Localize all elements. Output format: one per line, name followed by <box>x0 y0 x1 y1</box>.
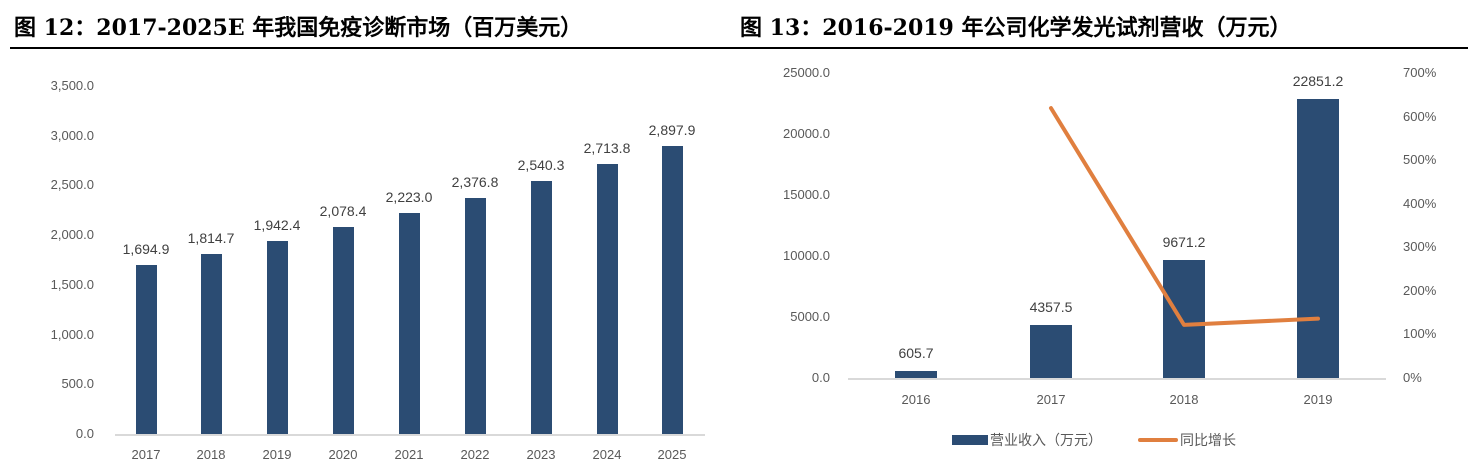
right-y-axis-tick-label: 400% <box>1403 195 1437 211</box>
legend-bar-swatch <box>952 435 988 445</box>
y-axis-tick-label: 2,500.0 <box>50 177 94 193</box>
right-y-axis-tick-label: 0% <box>1403 370 1422 385</box>
x-axis-tick-label: 2020 <box>328 447 358 462</box>
y-axis-tick-label: 3,000.0 <box>50 127 94 143</box>
bar-2017 <box>1030 324 1072 378</box>
chart-title-right: 图 13：2016-2019 年公司化学发光试剂营收（万元） <box>740 15 1292 41</box>
chart-title-left: 图 12：2017-2025E 年我国免疫诊断市场（百万美元） <box>14 15 583 41</box>
left-y-axis-tick-label: 0.0 <box>811 370 830 385</box>
x-axis-tick-label: 2021 <box>394 447 424 462</box>
right-y-axis-tick-label: 500% <box>1403 152 1437 168</box>
data-label: 22851.2 <box>1292 73 1344 90</box>
x-axis-tick-label: 2018 <box>1169 392 1199 407</box>
left-y-axis-tick-label: 25000.0 <box>783 65 830 80</box>
yoy-growth-polyline <box>1049 106 1320 327</box>
data-label: 2,897.9 <box>648 121 696 138</box>
y-axis-tick-label: 2,000.0 <box>50 227 94 243</box>
right-y-axis-tick-label: 100% <box>1403 326 1437 342</box>
x-axis-tick-label: 2022 <box>460 447 490 462</box>
bar-2020 <box>333 227 354 434</box>
bar-2016 <box>895 370 937 378</box>
y-axis-tick-label: 1,500.0 <box>50 276 94 292</box>
x-axis-line <box>848 378 1386 380</box>
right-y-axis-tick-label: 200% <box>1403 282 1437 298</box>
chart-legend: 营业收入（万元） 同比增长 <box>952 430 1236 450</box>
bar-2018 <box>201 253 222 434</box>
right-y-axis-tick-label: 300% <box>1403 239 1437 255</box>
right-y-axis-tick-label: 700% <box>1403 65 1437 80</box>
left-y-axis-tick-label: 10000.0 <box>783 248 830 263</box>
bar-2025 <box>662 145 683 434</box>
legend-revenue-label: 营业收入（万元） <box>990 433 1102 449</box>
y-axis-tick-label: 0.0 <box>75 426 94 441</box>
bar-2017 <box>136 265 157 434</box>
x-axis-tick-label: 2018 <box>196 447 226 462</box>
y-axis-tick-label: 3,500.0 <box>50 78 94 93</box>
data-label: 605.7 <box>898 344 934 361</box>
y-axis-tick-label: 500.0 <box>61 376 94 392</box>
bar-2019 <box>1297 99 1339 378</box>
x-axis-line <box>115 434 705 436</box>
data-label: 1,814.7 <box>187 229 235 246</box>
left-y-axis-tick-label: 5000.0 <box>790 309 830 324</box>
right-y-axis-tick-label: 600% <box>1403 108 1437 124</box>
data-label: 2,078.4 <box>319 203 367 220</box>
x-axis-tick-label: 2017 <box>131 447 161 462</box>
y-axis-tick-label: 1,000.0 <box>50 326 94 342</box>
x-axis-tick-label: 2025 <box>657 447 687 462</box>
title-underline <box>10 47 1468 49</box>
legend-growth-label: 同比增长 <box>1180 433 1236 449</box>
bar-2018 <box>1163 260 1205 378</box>
left-y-axis-tick-label: 15000.0 <box>783 187 830 202</box>
x-axis-tick-label: 2023 <box>526 447 556 462</box>
data-label: 1,942.4 <box>253 216 301 233</box>
x-axis-tick-label: 2017 <box>1036 392 1066 407</box>
bar-2019 <box>267 240 288 434</box>
x-axis-tick-label: 2016 <box>901 392 931 407</box>
data-label: 2,223.0 <box>385 188 433 205</box>
bar-2024 <box>597 164 618 434</box>
bar-2022 <box>465 197 486 434</box>
data-label: 2,376.8 <box>451 173 499 190</box>
data-label: 2,540.3 <box>517 157 565 174</box>
data-label: 4357.5 <box>1029 298 1073 315</box>
bar-2021 <box>399 212 420 434</box>
data-label: 9671.2 <box>1162 234 1206 250</box>
x-axis-tick-label: 2024 <box>592 447 622 462</box>
x-axis-tick-label: 2019 <box>1303 392 1333 407</box>
bar-2023 <box>531 181 552 434</box>
data-label: 2,713.8 <box>583 140 631 157</box>
legend-line-swatch <box>1138 438 1178 442</box>
data-label: 1,694.9 <box>122 241 170 258</box>
left-y-axis-tick-label: 20000.0 <box>783 126 830 141</box>
x-axis-tick-label: 2019 <box>262 447 292 462</box>
